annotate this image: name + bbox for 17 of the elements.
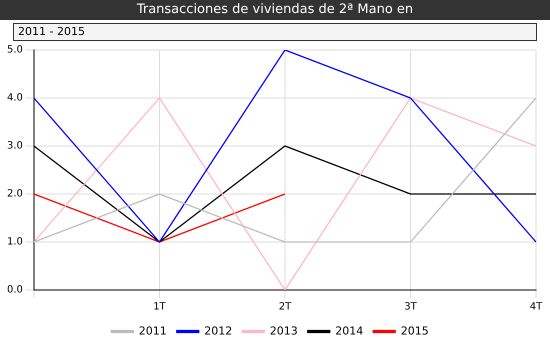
y-tick-label: 2.0 [6,188,23,200]
x-tick-label: 1T [153,302,167,313]
y-tick-label: 4.0 [6,92,23,104]
chart-subtitle: 2011 - 2015 [13,23,537,41]
x-tick-label: 4T [530,302,544,313]
y-tick-label: 5.0 [6,44,23,56]
y-tick-label: 1.0 [6,236,23,248]
legend-label: 2015 [400,324,429,338]
x-tick-label: 2T [278,302,292,313]
legend-label: 2012 [204,324,232,338]
x-tick-label: 3T [404,302,418,313]
legend-label: 2011 [138,324,167,338]
y-tick-label: 0.0 [6,284,23,296]
y-tick-label: 3.0 [6,140,23,152]
legend-label: 2013 [270,324,298,338]
legend-label: 2014 [335,324,364,338]
chart-title: Transacciones de viviendas de 2ª Mano en [0,0,550,20]
